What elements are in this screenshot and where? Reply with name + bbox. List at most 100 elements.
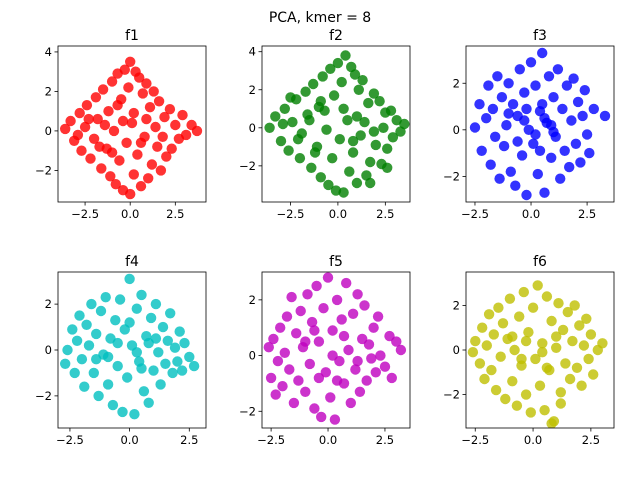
subplot-f3-point-7: [490, 131, 501, 142]
subplot-f6-point-40: [562, 306, 573, 318]
subplot-f5-point-25: [320, 367, 331, 378]
subplot-f5-point-22: [313, 336, 325, 347]
subplot-f3-points: [469, 47, 611, 201]
subplot-f2-frame: [261, 45, 411, 203]
subplot-f2-point-3: [279, 103, 290, 115]
subplot-f4-point-4: [71, 335, 83, 346]
subplot-f3-point-32: [546, 152, 557, 163]
subplot-f3-point-18: [514, 64, 525, 75]
subplot-f3-point-39: [561, 80, 573, 91]
subplot-f5-point-12: [291, 328, 302, 339]
subplot-f3: f3 −2.5 0.0 2.5 −2 0 2: [443, 28, 615, 221]
subplot-f4-point-55: [102, 351, 114, 363]
subplot-f4-point-8: [81, 319, 92, 330]
subplot-f5-point-37: [347, 308, 359, 319]
subplot-f1-point-39: [146, 159, 158, 170]
subplot-f6-point-25: [527, 302, 539, 313]
subplot-f4-point-31: [136, 289, 147, 301]
subplot-f3-point-55: [512, 136, 523, 147]
subplot-f4-point-20: [110, 315, 121, 326]
subplot-f4-point-49: [179, 337, 190, 349]
subplot-f5-xtick-label-0: −2.5: [257, 433, 285, 447]
subplot-f4-point-14: [95, 305, 107, 317]
subplot-f2-point-60: [315, 96, 326, 107]
subplot-f3-frame: [465, 45, 615, 203]
subplot-f4-point-57: [136, 363, 147, 374]
subplot-f3-point-58: [503, 108, 514, 119]
subplot-f1-point-45: [161, 151, 172, 162]
subplot-f1-point-16: [106, 76, 118, 87]
subplot-f1-point-29: [128, 169, 139, 180]
subplot-f4-point-11: [88, 367, 100, 379]
subplot-f1-xtick-label-1: 0.0: [121, 207, 139, 221]
subplot-f2-point-52: [292, 134, 304, 145]
subplot-f1-point-17: [108, 125, 120, 137]
subplot-f6-point-12: [497, 318, 509, 329]
subplot-f6-point-47: [578, 340, 590, 351]
subplot-f1-ytick-label-1: 0: [45, 124, 52, 138]
subplot-f6-point-35: [551, 342, 562, 353]
subplot-f1-title: f1: [125, 28, 139, 44]
subplot-f2-point-35: [355, 130, 366, 141]
subplot-f3-point-45: [575, 157, 586, 168]
subplot-f1-point-23: [119, 64, 130, 75]
subplot-f1-point-3: [74, 107, 85, 119]
subplot-f6-point-4: [479, 373, 490, 385]
subplot-f2-point-56: [359, 116, 370, 128]
subplot-f3-point-4: [483, 80, 494, 91]
subplot-f2-point-39: [365, 156, 376, 168]
subplot-f4-point-2: [67, 324, 78, 335]
subplot-f3-point-9: [494, 173, 505, 184]
subplot-f2-point-63: [285, 92, 296, 103]
subplot-f3-point-26: [532, 168, 543, 180]
subplot-f6-point-33: [546, 315, 557, 327]
subplot-f1-point-38: [144, 102, 156, 113]
subplot-f2-point-15: [315, 172, 326, 183]
subplot-f6-point-42: [567, 335, 578, 347]
subplot-f5-point-14: [295, 305, 306, 317]
subplot-f5-point-24: [318, 303, 329, 314]
subplot-f2-point-5: [287, 116, 298, 128]
subplot-f1-point-31: [132, 149, 143, 160]
subplot-f6-point-6: [483, 309, 495, 320]
subplot-f3-point-13: [503, 78, 514, 89]
subplot-f3-point-43: [570, 138, 582, 149]
subplot-f2-xtick-label-0: −2.5: [276, 207, 304, 221]
subplot-f2-point-41: [370, 139, 381, 151]
subplot-f3-point-40: [564, 161, 575, 173]
subplot-f4-point-52: [112, 337, 123, 349]
subplot-f3-xtick-label-0: −2.5: [461, 207, 489, 221]
subplot-f4-point-6: [76, 354, 88, 365]
subplot-f5-point-32: [336, 314, 347, 325]
subplot-f6-point-51: [588, 369, 599, 380]
subplot-f2-point-4: [283, 145, 294, 156]
subplot-f2-point-62: [378, 122, 389, 133]
subplot-f3-point-44: [572, 96, 584, 108]
subplot-f6-point-37: [555, 387, 566, 398]
subplot-f4-xtick-label-1: 0.0: [120, 433, 138, 447]
subplot-f2-ytick-label-3: 4: [249, 45, 256, 59]
subplot-f6-point-2: [474, 358, 486, 369]
subplot-f5-point-38: [350, 364, 361, 375]
subplot-f2-point-32: [349, 69, 361, 80]
subplot-f1-point-28: [126, 117, 138, 129]
subplot-f6-point-3: [477, 322, 488, 333]
subplot-f5-point-3: [270, 389, 281, 400]
subplot-f1-point-44: [159, 111, 170, 123]
subplot-f2-point-23: [332, 57, 344, 69]
subplot-f5-ytick-label-2: 2: [249, 293, 256, 307]
subplot-f3-point-54: [539, 113, 550, 124]
subplot-f1-point-33: [135, 181, 147, 192]
subplot-f1-point-64: [112, 100, 123, 111]
subplot-f4-point-5: [74, 310, 85, 321]
subplot-f4-point-59: [124, 317, 135, 328]
subplot-f3-point-57: [534, 145, 546, 156]
subplot-f6-point-45: [574, 320, 585, 331]
subplot-f5-point-27: [325, 392, 336, 403]
subplot-f4-point-39: [155, 379, 166, 390]
subplot-f6: f6 −2.5 0.0 2.5 −2 0 2: [443, 254, 615, 447]
subplot-f6-point-22: [520, 389, 532, 400]
subplot-f6-point-57: [537, 347, 548, 358]
subplot-f4-point-17: [102, 379, 114, 390]
